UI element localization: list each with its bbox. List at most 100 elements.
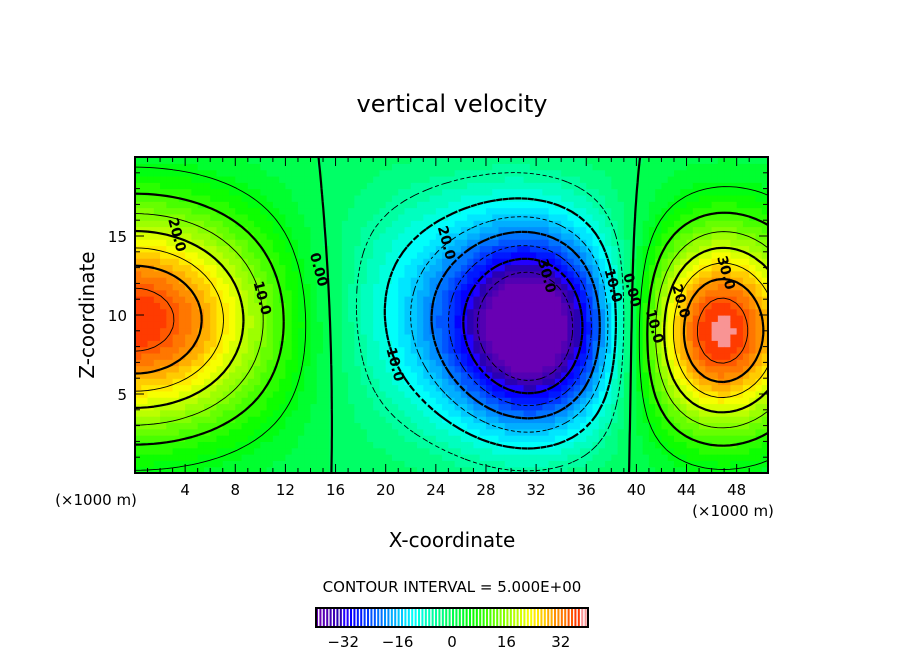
field-cell: [222, 251, 230, 259]
field-cell: [460, 359, 468, 367]
field-cell: [611, 447, 619, 455]
field-cell: [473, 201, 481, 209]
field-cell: [316, 352, 324, 360]
field-cell: [479, 245, 487, 253]
field-cell: [736, 302, 744, 310]
field-cell: [561, 251, 569, 259]
field-cell: [160, 460, 167, 468]
field-cell: [485, 390, 493, 398]
field-cell: [235, 201, 243, 209]
field-cell: [479, 441, 487, 449]
field-cell: [222, 441, 230, 449]
field-cell: [354, 296, 362, 303]
field-cell: [667, 435, 675, 442]
field-cell: [254, 226, 261, 234]
field-cell: [511, 182, 518, 190]
field-cell: [391, 315, 399, 322]
field-cell: [247, 390, 255, 398]
field-cell: [479, 378, 487, 386]
field-cell: [304, 460, 312, 468]
field-cell: [536, 308, 543, 316]
field-cell: [385, 213, 393, 221]
field-cell: [360, 315, 368, 322]
field-cell: [454, 454, 462, 461]
field-cell: [191, 435, 199, 442]
field-cell: [423, 182, 431, 190]
field-cell: [617, 397, 625, 405]
field-cell: [141, 409, 149, 417]
field-cell: [548, 365, 556, 373]
field-cell: [178, 302, 186, 310]
field-cell: [391, 397, 399, 405]
field-cell: [536, 333, 543, 341]
field-cell: [423, 447, 431, 455]
field-cell: [341, 321, 349, 329]
field-cell: [172, 220, 180, 228]
field-cell: [548, 460, 556, 468]
field-cell: [285, 201, 293, 209]
field-cell: [203, 157, 211, 164]
field-cell: [655, 428, 663, 436]
field-cell: [172, 213, 180, 221]
field-cell: [636, 169, 644, 177]
field-cell: [623, 460, 631, 468]
field-cell: [297, 333, 305, 341]
field-cell: [172, 201, 180, 209]
field-cell: [417, 390, 424, 398]
field-cell: [178, 371, 186, 379]
field-cell: [379, 454, 387, 461]
field-cell: [617, 226, 625, 234]
field-cell: [373, 175, 381, 183]
field-cell: [391, 201, 399, 209]
field-cell: [592, 296, 600, 303]
field-cell: [185, 220, 193, 228]
field-cell: [348, 333, 355, 341]
field-cell: [310, 302, 318, 310]
field-cell: [755, 327, 763, 335]
field-cell: [266, 384, 274, 392]
field-cell: [391, 416, 399, 424]
field-cell: [680, 283, 688, 291]
field-cell: [648, 416, 656, 424]
field-cell: [755, 264, 763, 272]
field-cell: [686, 447, 694, 455]
field-cell: [203, 346, 211, 354]
field-cell: [229, 302, 236, 310]
field-cell: [429, 384, 437, 392]
field-cell: [423, 397, 431, 405]
field-cell: [548, 239, 556, 247]
field-cell: [210, 428, 218, 436]
field-cell: [241, 163, 249, 171]
field-cell: [153, 454, 161, 461]
field-cell: [435, 157, 443, 164]
field-cell: [323, 359, 330, 367]
field-cell: [586, 296, 594, 303]
field-cell: [523, 352, 531, 360]
field-cell: [536, 378, 543, 386]
field-cell: [498, 422, 506, 430]
field-cell: [692, 416, 700, 424]
field-cell: [661, 409, 669, 417]
field-cell: [517, 315, 525, 322]
field-cell: [310, 239, 318, 247]
field-cell: [241, 340, 249, 348]
field-cell: [341, 346, 349, 354]
field-cell: [272, 207, 280, 215]
field-cell: [454, 365, 462, 373]
field-cell: [391, 333, 399, 341]
field-cell: [310, 441, 318, 449]
field-cell: [536, 390, 543, 398]
field-cell: [561, 207, 569, 215]
field-cell: [254, 371, 261, 379]
field-cell: [210, 194, 218, 202]
field-cell: [448, 207, 456, 215]
field-cell: [335, 403, 343, 411]
field-cell: [523, 447, 531, 455]
field-cell: [247, 315, 255, 322]
field-cell: [197, 346, 205, 354]
field-cell: [648, 315, 656, 322]
field-cell: [573, 302, 581, 310]
field-cell: [611, 435, 619, 442]
field-cell: [254, 163, 261, 171]
field-cell: [473, 454, 481, 461]
